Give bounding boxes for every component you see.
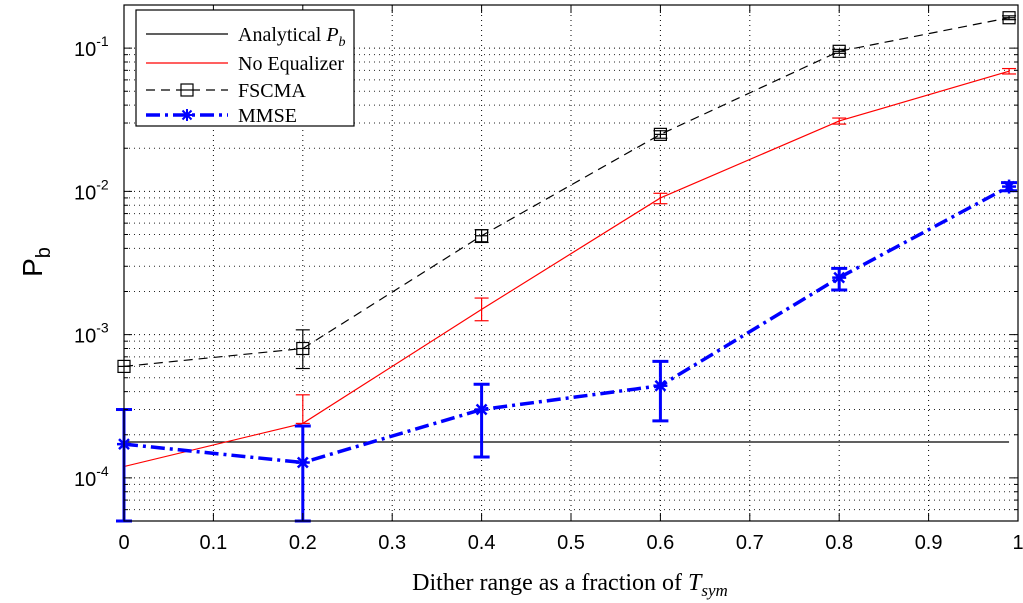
data-point <box>1002 179 1017 194</box>
x-tick-label: 0.3 <box>378 532 406 554</box>
legend: Analytical Pb No Equalizer FSCMA MMSE <box>135 9 355 127</box>
x-tick-label: 0.8 <box>825 532 853 554</box>
data-point <box>295 455 310 470</box>
y-axis-label: Pb <box>17 247 55 277</box>
y-tick-label: 10-2 <box>74 176 109 204</box>
legend-label-mmse: MMSE <box>238 105 297 127</box>
marker-asterisk-d2 <box>654 379 667 392</box>
x-tick-label: 0.5 <box>557 532 585 554</box>
legend-box <box>135 9 355 127</box>
x-tick-label: 1 <box>1012 532 1023 554</box>
marker-asterisk-d2 <box>833 271 846 284</box>
series-line <box>123 185 1010 465</box>
marker-asterisk-d2 <box>1003 180 1015 193</box>
data-point <box>1002 11 1016 25</box>
ticks: 0 0.1 0.2 0.3 0.4 0.5 0.6 0.7 0.8 0.9 1 10-4 10-3 10-… <box>74 5 1023 554</box>
x-tick-label: 0.9 <box>915 532 943 554</box>
series-line <box>123 70 1010 468</box>
y-tick-label: 10-1 <box>74 33 109 61</box>
x-tick-label: 0.7 <box>736 532 764 554</box>
data-point <box>474 402 489 417</box>
marker-asterisk-d2 <box>475 403 488 416</box>
legend-label-fscma: FSCMA <box>238 80 306 102</box>
data-point <box>832 270 847 285</box>
data-point <box>475 229 489 243</box>
x-tick-label: 0.4 <box>468 532 496 554</box>
marker-asterisk-d2 <box>296 456 309 469</box>
grid <box>124 5 1018 521</box>
data-point <box>653 378 668 393</box>
legend-marker-fscma <box>180 83 194 97</box>
x-tick-label: 0 <box>118 532 129 554</box>
data-point <box>653 127 668 141</box>
y-tick-label: 10-3 <box>74 320 109 348</box>
x-tick-label: 0.6 <box>646 532 674 554</box>
x-axis-label: Dither range as a fraction of Tsym <box>412 570 728 600</box>
y-tick-label: 10-4 <box>74 463 109 491</box>
legend-label-analytical: Analytical Pb <box>238 24 346 50</box>
series-mmse <box>116 179 1018 523</box>
data-point <box>296 341 310 356</box>
legend-marker-mmse <box>181 109 193 121</box>
data-point <box>832 44 846 58</box>
x-tick-label: 0.2 <box>289 532 317 554</box>
legend-label-no-equalizer: No Equalizer <box>238 53 344 75</box>
series-no-equalizer <box>123 67 1017 468</box>
x-tick-label: 0.1 <box>199 532 227 554</box>
